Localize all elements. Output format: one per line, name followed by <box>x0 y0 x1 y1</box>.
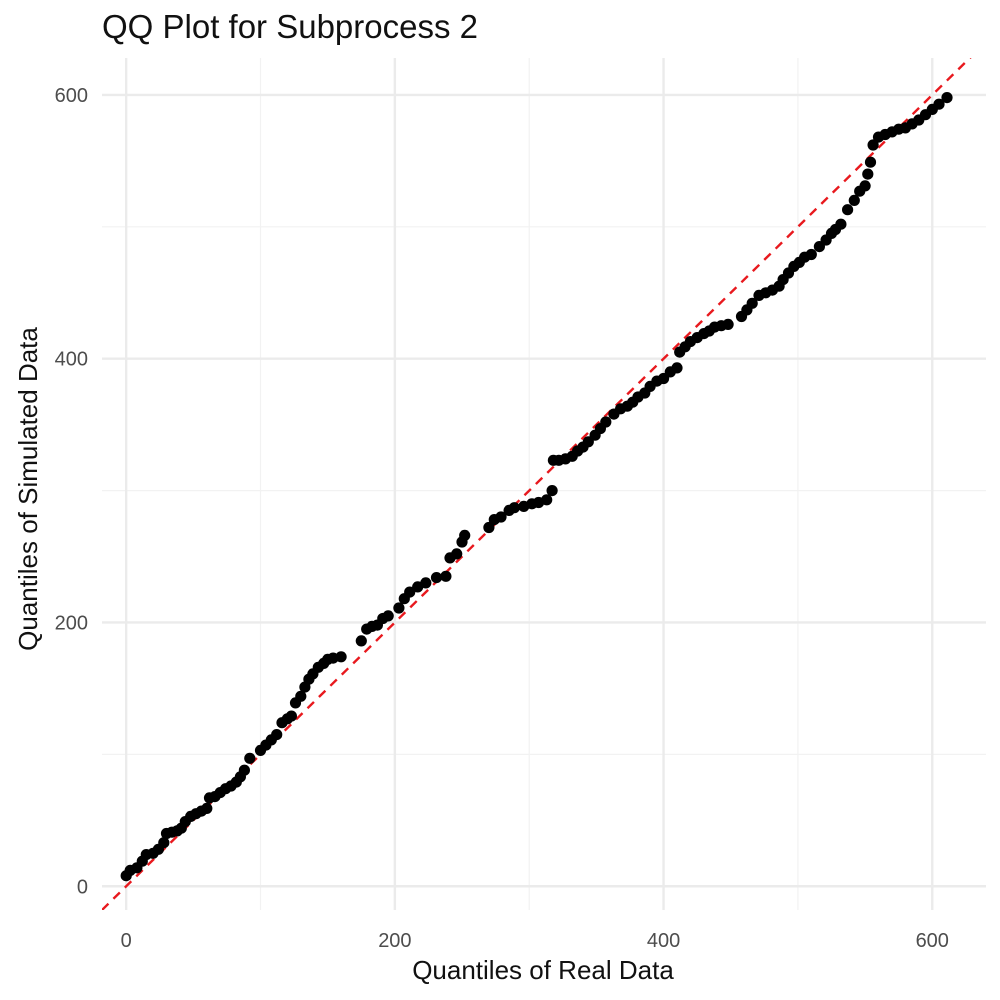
chart-title: QQ Plot for Subprocess 2 <box>102 8 479 45</box>
data-point <box>285 710 297 722</box>
data-point <box>600 416 612 428</box>
data-point <box>451 548 463 560</box>
data-point <box>271 729 283 741</box>
data-point <box>420 577 432 589</box>
data-point <box>864 156 877 168</box>
data-point <box>238 764 250 776</box>
data-point <box>393 602 405 614</box>
data-point <box>867 139 879 151</box>
data-point <box>335 651 347 663</box>
data-point <box>508 502 520 514</box>
data-point <box>201 802 213 815</box>
y-tick-label: 400 <box>55 349 88 371</box>
data-point <box>862 168 874 180</box>
data-point <box>933 98 945 110</box>
data-point <box>848 194 860 206</box>
y-tick-label: 200 <box>55 612 88 634</box>
data-point <box>382 610 394 622</box>
data-point <box>671 362 683 374</box>
y-tick-label: 0 <box>77 876 88 898</box>
x-tick-label: 200 <box>378 930 411 952</box>
data-point <box>842 204 854 216</box>
x-tick-label: 0 <box>121 930 132 952</box>
x-tick-label: 600 <box>916 930 949 952</box>
data-point <box>430 572 443 584</box>
y-axis-title: Quantiles of Simulated Data <box>13 327 43 651</box>
data-point <box>722 318 734 330</box>
data-point <box>546 485 558 497</box>
y-tick-label: 600 <box>55 85 88 107</box>
x-axis-title: Quantiles of Real Data <box>412 955 674 985</box>
data-point <box>158 837 170 849</box>
data-point <box>295 690 307 702</box>
data-point <box>805 248 817 261</box>
tick-labels: 0 200 400 600 0 200 400 600 <box>55 85 949 952</box>
data-point <box>459 529 471 542</box>
data-point <box>244 752 256 764</box>
points-layer <box>120 92 953 882</box>
reference-line <box>102 58 972 910</box>
grid <box>102 58 986 910</box>
data-point <box>355 635 367 647</box>
data-point <box>440 570 452 582</box>
x-tick-label: 400 <box>647 930 680 952</box>
data-point <box>859 180 871 192</box>
data-point <box>941 92 953 104</box>
data-point <box>835 218 847 230</box>
data-point <box>495 511 507 523</box>
data-point <box>746 297 758 309</box>
data-point <box>483 521 495 534</box>
data-point <box>404 586 416 598</box>
data-point <box>541 494 553 506</box>
reference-line-layer <box>102 58 972 910</box>
